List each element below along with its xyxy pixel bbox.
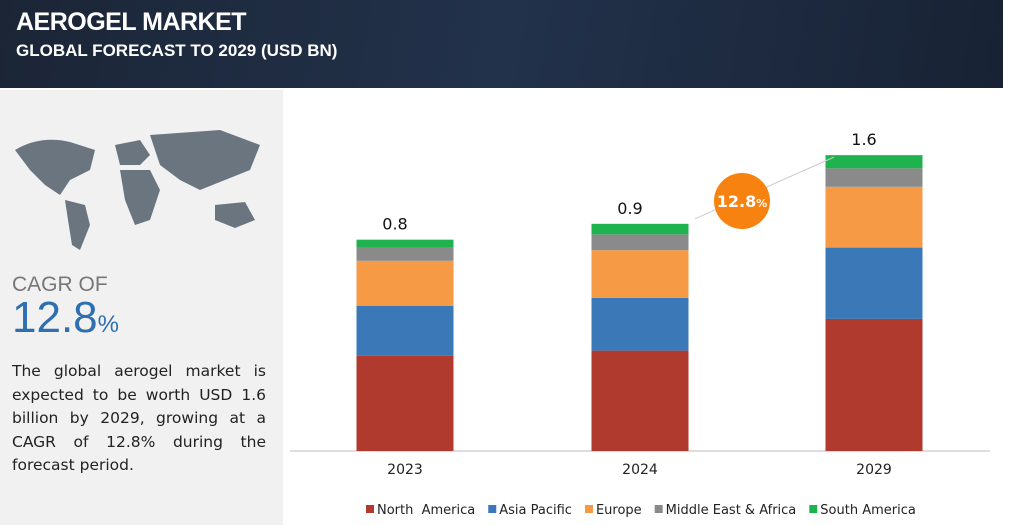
- legend-label: Asia Pacific: [499, 503, 572, 518]
- bar-segment: [356, 247, 454, 261]
- cagr-badge: [714, 173, 770, 229]
- legend-swatch: [584, 505, 593, 513]
- description: The global aerogel market is expected to…: [12, 362, 266, 474]
- bar-segment: [825, 318, 923, 451]
- bar-segment: [356, 355, 454, 451]
- header: AEROGEL MARKET GLOBAL FORECAST TO 2029 (…: [0, 0, 1003, 88]
- x-tick-label: 2029: [856, 462, 892, 478]
- title: AEROGEL MARKET: [16, 8, 247, 36]
- bar-segment: [825, 186, 923, 248]
- subtitle: GLOBAL FORECAST TO 2029 (USD BN): [16, 41, 338, 60]
- cagr-value: 12.8%: [12, 293, 119, 343]
- total-label: 0.8: [382, 215, 407, 234]
- bar-segment: [356, 260, 454, 306]
- legend-label: North America: [377, 503, 475, 518]
- legend-swatch: [488, 505, 497, 513]
- bar-segment: [591, 297, 689, 351]
- cagr-badge-text: 12.8%: [717, 192, 768, 211]
- trend-line: [694, 156, 835, 220]
- cagr-badge-value: 12.8: [717, 192, 756, 211]
- legend-swatch: [654, 505, 663, 513]
- cagr-label: CAGR OF: [12, 273, 108, 296]
- legend-label: South America: [820, 503, 916, 518]
- world-map: [15, 130, 260, 250]
- bar-segment: [591, 234, 689, 251]
- x-tick-label: 2023: [387, 462, 423, 478]
- bar-segment: [356, 305, 454, 356]
- legend-label: Europe: [596, 503, 642, 518]
- legend-swatch: [809, 505, 818, 513]
- bar-segment: [591, 250, 689, 298]
- bar-segment: [825, 247, 923, 319]
- bar-segment: [825, 168, 923, 187]
- cagr-number: 12.8: [12, 293, 98, 342]
- cagr-badge-unit: %: [756, 197, 767, 210]
- x-tick-label: 2024: [622, 462, 658, 478]
- legend-swatch: [366, 505, 374, 513]
- bar-segment: [591, 350, 689, 451]
- bar-segment: [591, 223, 689, 235]
- bar-segment: [825, 155, 923, 169]
- total-label: 1.6: [851, 130, 876, 149]
- cagr-unit: %: [97, 311, 119, 338]
- sidebar: CAGR OF 12.8% The global aerogel market …: [0, 90, 283, 525]
- bar-segment: [356, 239, 454, 248]
- total-label: 0.9: [617, 199, 642, 218]
- legend-label: Middle East & Africa: [666, 503, 797, 518]
